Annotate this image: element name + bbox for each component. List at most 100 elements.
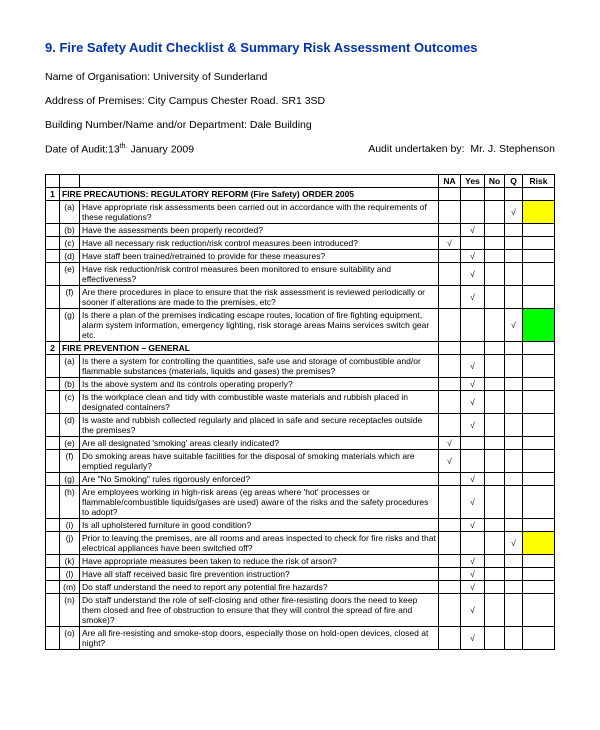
cell-letter: (e) — [60, 436, 80, 449]
col-yes: Yes — [461, 174, 485, 187]
date-sup: th. — [120, 143, 128, 150]
cell-num — [46, 531, 60, 554]
cell-yes: √ — [461, 354, 485, 377]
cell-no — [485, 249, 505, 262]
cell-no — [485, 285, 505, 308]
cell-na — [439, 200, 461, 223]
cell-na — [439, 341, 461, 354]
cell-num — [46, 390, 60, 413]
cell-no — [485, 341, 505, 354]
cell-num — [46, 449, 60, 472]
cell-q — [505, 449, 523, 472]
cell-q — [505, 341, 523, 354]
cell-num — [46, 377, 60, 390]
col-num — [46, 174, 60, 187]
cell-q — [505, 593, 523, 626]
table-row: (h)Are employees working in high-risk ar… — [46, 485, 555, 518]
cell-text: Is there a plan of the premises indicati… — [80, 308, 439, 341]
cell-q — [505, 390, 523, 413]
cell-num — [46, 518, 60, 531]
cell-na — [439, 554, 461, 567]
cell-letter: (d) — [60, 413, 80, 436]
cell-yes: √ — [461, 593, 485, 626]
cell-no — [485, 472, 505, 485]
cell-num — [46, 354, 60, 377]
cell-num — [46, 236, 60, 249]
cell-yes: √ — [461, 262, 485, 285]
cell-q — [505, 187, 523, 200]
table-row: (d)Is waste and rubbish collected regula… — [46, 413, 555, 436]
table-row: (o)Are all fire-resisting and smoke-stop… — [46, 626, 555, 649]
col-na: NA — [439, 174, 461, 187]
cell-risk — [523, 308, 555, 341]
section-label: FIRE PREVENTION – GENERAL — [60, 341, 439, 354]
cell-risk — [523, 531, 555, 554]
cell-q — [505, 554, 523, 567]
cell-letter: (k) — [60, 554, 80, 567]
cell-risk — [523, 554, 555, 567]
cell-risk — [523, 223, 555, 236]
table-row: (b)Is the above system and its controls … — [46, 377, 555, 390]
cell-no — [485, 485, 505, 518]
table-row: (i)Is all upholstered furniture in good … — [46, 518, 555, 531]
cell-no — [485, 518, 505, 531]
cell-no — [485, 413, 505, 436]
cell-q — [505, 580, 523, 593]
cell-risk — [523, 518, 555, 531]
cell-risk — [523, 377, 555, 390]
cell-num — [46, 485, 60, 518]
cell-yes: √ — [461, 377, 485, 390]
cell-yes — [461, 236, 485, 249]
cell-no — [485, 390, 505, 413]
cell-no — [485, 593, 505, 626]
cell-letter: (j) — [60, 531, 80, 554]
cell-risk — [523, 390, 555, 413]
cell-no — [485, 377, 505, 390]
cell-yes — [461, 187, 485, 200]
cell-num — [46, 249, 60, 262]
table-row: (c)Is the workplace clean and tidy with … — [46, 390, 555, 413]
cell-yes: √ — [461, 285, 485, 308]
cell-yes — [461, 531, 485, 554]
cell-na — [439, 518, 461, 531]
cell-risk — [523, 580, 555, 593]
cell-na: √ — [439, 449, 461, 472]
cell-text: Have all staff received basic fire preve… — [80, 567, 439, 580]
col-q: Q — [505, 174, 523, 187]
cell-q — [505, 223, 523, 236]
cell-risk — [523, 200, 555, 223]
cell-text: Have risk reduction/risk control measure… — [80, 262, 439, 285]
bldg-value: Dale Building — [250, 119, 312, 131]
cell-text: Are all designated 'smoking' areas clear… — [80, 436, 439, 449]
table-header-row: NA Yes No Q Risk — [46, 174, 555, 187]
date-rest: January 2009 — [128, 144, 195, 156]
cell-letter: (a) — [60, 200, 80, 223]
cell-na — [439, 485, 461, 518]
page-title: 9. Fire Safety Audit Checklist & Summary… — [45, 40, 555, 55]
cell-yes: √ — [461, 518, 485, 531]
table-row: (b)Have the assessments been properly re… — [46, 223, 555, 236]
cell-text: Do smoking areas have suitable facilitie… — [80, 449, 439, 472]
date-block: Date of Audit:13th. January 2009 — [45, 143, 194, 156]
cell-text: Have appropriate risk assessments been c… — [80, 200, 439, 223]
cell-risk — [523, 285, 555, 308]
date-auditor-row: Date of Audit:13th. January 2009 Audit u… — [45, 143, 555, 156]
cell-letter: (e) — [60, 262, 80, 285]
cell-letter: (l) — [60, 567, 80, 580]
cell-risk — [523, 262, 555, 285]
cell-num — [46, 554, 60, 567]
cell-yes: √ — [461, 567, 485, 580]
cell-risk — [523, 593, 555, 626]
table-row: (c)Have all necessary risk reduction/ris… — [46, 236, 555, 249]
section-num: 1 — [46, 187, 60, 200]
cell-no — [485, 531, 505, 554]
table-row: (f)Are there procedures in place to ensu… — [46, 285, 555, 308]
cell-num — [46, 413, 60, 436]
cell-q: √ — [505, 531, 523, 554]
cell-q — [505, 518, 523, 531]
cell-q — [505, 377, 523, 390]
org-line: Name of Organisation: University of Sund… — [45, 71, 555, 83]
cell-na: √ — [439, 436, 461, 449]
cell-num — [46, 200, 60, 223]
cell-na — [439, 531, 461, 554]
